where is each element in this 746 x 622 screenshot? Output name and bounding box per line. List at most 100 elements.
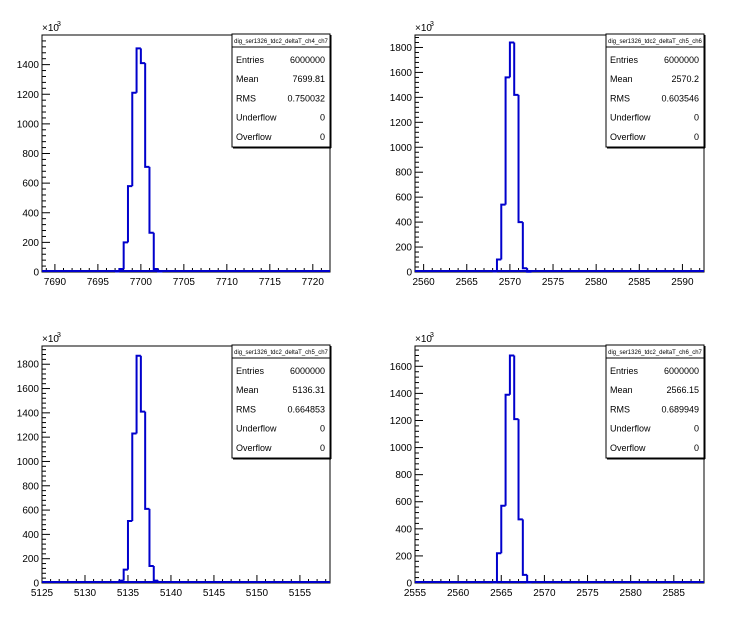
y-tick-label: 200 (395, 551, 412, 562)
y-tick-label: 800 (395, 168, 412, 179)
y-tick-label: 800 (22, 149, 39, 160)
stats-label: Underflow (610, 113, 651, 123)
histogram-bin (508, 41, 515, 78)
histogram-bin (131, 432, 137, 522)
y-axis-multiplier-exponent: 3 (430, 332, 434, 339)
histogram-bin (500, 504, 506, 554)
y-tick-label: 1000 (390, 443, 413, 454)
histogram-bin (504, 76, 510, 205)
histogram-bins (415, 354, 704, 584)
stats-label: Mean (610, 385, 633, 395)
stats-box-frame (231, 33, 331, 148)
stats-value: 0 (694, 132, 699, 142)
histogram-bin (144, 63, 150, 168)
y-tick-label: 0 (406, 268, 412, 279)
histogram-bin (521, 519, 528, 576)
y-tick-label: 800 (22, 481, 39, 492)
y-axis-multiplier: ×10 (42, 23, 59, 34)
stats-value: 0 (320, 132, 325, 142)
x-tick-label: 5155 (289, 588, 312, 599)
stats-value: 2570.2 (671, 74, 699, 84)
histogram-pad-3: 5125 5130 5135 5140 5145 5150 5155 0 200 400 600 80… (17, 332, 332, 599)
stats-label: Mean (610, 74, 633, 84)
y-axis: 0 200 400 600 800 1000 1200 1400 1600 1800 (17, 349, 50, 590)
x-axis: 2560 2565 2570 2575 2580 2585 2590 (413, 264, 701, 288)
histogram-bin (152, 232, 159, 271)
stats-label: Entries (610, 366, 639, 376)
x-tick-label: 2565 (456, 277, 479, 288)
x-tick-label: 2575 (542, 277, 565, 288)
stats-box: dig_ser1326_tdc2_deltaT_ch5_ch6 Entries 60… (605, 33, 706, 149)
y-tick-label: 0 (33, 579, 39, 590)
x-tick-label: 5130 (74, 588, 97, 599)
x-tick-label: 2580 (620, 588, 643, 599)
y-tick-label: 1600 (390, 68, 413, 79)
x-axis: 5125 5130 5135 5140 5145 5150 5155 (31, 575, 327, 599)
y-tick-label: 1800 (390, 43, 413, 54)
y-axis-multiplier: ×10 (415, 23, 432, 34)
histogram-bin (517, 419, 523, 521)
stats-label: Overflow (610, 443, 646, 453)
stats-value: 0 (694, 113, 699, 123)
histogram-bin (152, 565, 159, 582)
x-tick-label: 2570 (533, 588, 556, 599)
y-tick-label: 400 (395, 524, 412, 535)
histogram-pad-4: 2555 2560 2565 2570 2575 2580 2585 0 200 400 600 80… (390, 332, 706, 599)
y-tick-label: 800 (395, 470, 412, 481)
stats-box-frame (605, 344, 705, 459)
x-tick-label: 5150 (246, 588, 269, 599)
x-tick-label: 7715 (259, 277, 282, 288)
stats-label: Overflow (236, 443, 272, 453)
histogram-bin (500, 203, 506, 260)
x-tick-label: 5125 (31, 588, 54, 599)
x-tick-label: 2570 (499, 277, 522, 288)
x-tick-label: 7700 (130, 277, 153, 288)
histogram-bins (42, 47, 330, 273)
stats-value: 0 (694, 424, 699, 434)
x-tick-label: 7695 (87, 277, 110, 288)
histogram-bin (139, 355, 146, 413)
y-axis: 0 200 400 600 800 1000 1200 1400 1600 (390, 349, 423, 590)
x-tick-label: 5135 (117, 588, 140, 599)
y-tick-label: 600 (395, 193, 412, 204)
stats-box: dig_ser1326_tdc2_deltaT_ch4_ch7 Entries 60… (231, 33, 332, 149)
y-tick-label: 0 (33, 268, 39, 279)
y-tick-label: 1200 (17, 90, 40, 101)
stats-label: RMS (610, 93, 630, 103)
y-tick-label: 1200 (390, 416, 413, 427)
y-tick-label: 400 (395, 218, 412, 229)
histogram-bin (122, 568, 128, 581)
histogram-bin (495, 258, 502, 272)
y-axis: 0 200 400 600 800 1000 1200 1400 (17, 40, 50, 279)
histogram-bin (135, 354, 141, 434)
stats-value: 6000000 (664, 55, 699, 65)
stats-label: RMS (236, 93, 256, 103)
x-tick-label: 2590 (671, 277, 694, 288)
stats-value: 0.664853 (287, 404, 325, 414)
stats-value: 0 (320, 443, 325, 453)
y-axis: 0 200 400 600 800 1000 1200 1400 1600 1800 (390, 36, 423, 279)
histogram-bin (126, 185, 133, 243)
y-tick-label: 1400 (390, 389, 413, 400)
x-tick-label: 2560 (413, 277, 436, 288)
histogram-bin (517, 94, 523, 224)
y-tick-label: 200 (395, 243, 412, 254)
y-tick-label: 1200 (390, 118, 413, 129)
stats-value: 0.689949 (661, 404, 699, 414)
y-tick-label: 200 (22, 238, 39, 249)
x-tick-label: 7705 (173, 277, 196, 288)
x-tick-label: 2555 (404, 588, 427, 599)
stats-box: dig_ser1326_tdc2_deltaT_ch6_ch7 Entries 60… (605, 344, 706, 460)
y-axis-multiplier-exponent: 3 (57, 332, 61, 339)
y-axis-multiplier-exponent: 3 (430, 21, 434, 28)
x-tick-label: 2580 (585, 277, 608, 288)
stats-value: 6000000 (664, 366, 699, 376)
stats-title: dig_ser1326_tdc2_deltaT_ch5_ch6 (608, 39, 702, 45)
stats-value: 5136.31 (292, 385, 325, 395)
y-tick-label: 1400 (390, 93, 413, 104)
stats-value: 6000000 (290, 366, 325, 376)
y-axis-multiplier-exponent: 3 (57, 21, 61, 28)
y-tick-label: 1000 (17, 457, 40, 468)
x-tick-label: 2560 (447, 588, 470, 599)
